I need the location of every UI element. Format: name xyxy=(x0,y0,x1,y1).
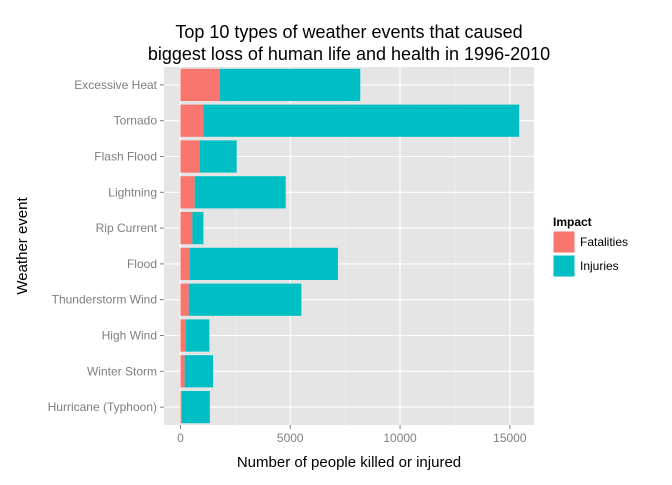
bar-injuries-flood xyxy=(189,247,338,281)
bar-injuries-high-wind xyxy=(185,319,210,352)
x-tick-label: 0 xyxy=(177,431,184,445)
bar-fatalities-winter-storm xyxy=(180,355,185,388)
y-tick-label: Flash Flood xyxy=(94,150,157,164)
bar-fatalities-flash-flood xyxy=(180,140,200,173)
bar-injuries-lightning xyxy=(194,176,286,209)
y-axis: Excessive Heat Tornado Flash Flood Lightnin… xyxy=(48,78,164,414)
chart-title-line-2: biggest loss of human life and health in… xyxy=(148,44,550,64)
legend-items: Fatalities Injuries xyxy=(552,230,628,278)
bar-fatalities-thunderstorm-wind xyxy=(180,283,189,316)
legend-label-fatalities: Fatalities xyxy=(580,235,628,249)
bar-injuries-thunderstorm-wind xyxy=(188,283,302,316)
y-tick-label: Winter Storm xyxy=(87,364,157,378)
bar-injuries-hurricane-typhoon xyxy=(181,390,210,424)
legend-key-injuries xyxy=(552,254,576,278)
x-tick-label: 15000 xyxy=(493,431,527,445)
bar-injuries-tornado xyxy=(203,104,520,137)
bar-fatalities-excessive-heat xyxy=(180,68,220,102)
bar-fatalities-high-wind xyxy=(180,319,186,352)
bar-fatalities-hurricane-typhoon xyxy=(180,390,182,424)
chart-title-line-1: Top 10 types of weather events that caus… xyxy=(175,22,522,42)
legend: Impact Fatalities Injuries xyxy=(552,215,628,278)
y-tick-label: Flood xyxy=(127,257,157,271)
legend-key-fatalities xyxy=(552,230,576,254)
x-axis: 0 5000 10000 15000 xyxy=(177,425,527,445)
y-tick-label: Rip Current xyxy=(96,221,158,235)
y-tick-label: High Wind xyxy=(102,329,157,343)
y-axis-title: Weather event xyxy=(14,197,31,295)
x-tick-label: 5000 xyxy=(277,431,304,445)
bars xyxy=(180,68,520,424)
bar-fatalities-tornado xyxy=(180,104,204,137)
y-tick-label: Lightning xyxy=(108,185,157,199)
bar-fatalities-flood xyxy=(180,247,190,281)
bar-injuries-rip-current xyxy=(192,211,204,245)
bar-fatalities-lightning xyxy=(180,176,195,209)
bar-injuries-excessive-heat xyxy=(219,68,361,102)
bar-injuries-flash-flood xyxy=(199,140,237,173)
bar-injuries-winter-storm xyxy=(184,355,214,388)
y-tick-label: Hurricane (Typhoon) xyxy=(48,400,157,414)
bar-fatalities-rip-current xyxy=(180,211,193,245)
y-tick-label: Thunderstorm Wind xyxy=(52,293,157,307)
y-tick-label: Tornado xyxy=(114,114,158,128)
legend-title: Impact xyxy=(553,215,592,229)
x-axis-title: Number of people killed or injured xyxy=(237,454,461,471)
x-tick-label: 10000 xyxy=(383,431,417,445)
y-tick-label: Excessive Heat xyxy=(74,78,157,92)
legend-label-injuries: Injuries xyxy=(580,259,619,273)
